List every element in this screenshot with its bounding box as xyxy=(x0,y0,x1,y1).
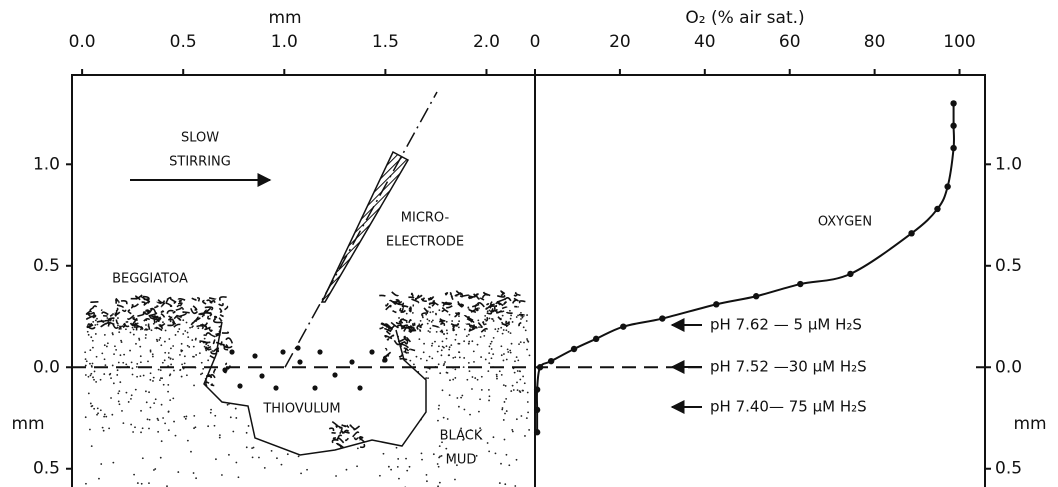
bacterial-mat xyxy=(87,295,228,331)
annotation: SLOW xyxy=(181,131,219,146)
thiovulum-cell xyxy=(237,383,242,388)
profile-line xyxy=(537,103,954,432)
data-point xyxy=(753,293,759,299)
annotation: ELECTRODE xyxy=(386,235,464,250)
data-point xyxy=(659,315,665,321)
x-tick-label: 0 xyxy=(530,32,541,52)
figure: mm O₂ (% air sat.) mm mm 0.0 0.5 1.0 1.5 2.0… xyxy=(0,0,1058,487)
x-tick-label: 0.0 xyxy=(69,32,96,52)
data-point xyxy=(593,336,599,342)
y-tick-label: 0.5 xyxy=(995,256,1022,276)
thiovulum-cell xyxy=(259,373,264,378)
data-point xyxy=(797,281,803,287)
electrode xyxy=(322,152,408,302)
y-tick-label: 0.0 xyxy=(33,357,60,377)
y-tick-label: 1.0 xyxy=(33,154,60,174)
data-point xyxy=(713,301,719,307)
data-point xyxy=(534,429,540,435)
annotation: MUD xyxy=(446,453,477,468)
data-point xyxy=(950,123,956,129)
data-point xyxy=(908,230,914,236)
data-point xyxy=(950,100,956,106)
thiovulum-cell xyxy=(229,349,234,354)
x-tick-label: 60 xyxy=(779,32,801,52)
data-point xyxy=(534,407,540,413)
thiovulum-cell xyxy=(280,349,285,354)
data-point xyxy=(537,364,543,370)
x-tick-label: 1.0 xyxy=(271,32,298,52)
x-tick-label: 0.5 xyxy=(170,32,197,52)
data-point xyxy=(548,358,554,364)
data-point xyxy=(620,323,626,329)
annotation: pH 7.40— 75 µM H₂S xyxy=(710,398,867,416)
thiovulum-cell xyxy=(317,349,322,354)
series-label: OXYGEN xyxy=(818,215,872,230)
annotation: BLACK xyxy=(440,429,483,444)
y-tick-label: 0.5 xyxy=(33,256,60,276)
thiovulum-cell xyxy=(382,357,387,362)
thiovulum-cell xyxy=(295,345,300,350)
thiovulum-cell xyxy=(297,359,302,364)
thiovulum-cell xyxy=(357,385,362,390)
annotation: MICRO- xyxy=(401,211,450,226)
thiovulum-cell xyxy=(349,359,354,364)
y-tick-label: 0.5 xyxy=(33,459,60,479)
thiovulum-cell xyxy=(369,349,374,354)
y-axis-title: mm xyxy=(1013,414,1046,434)
y-tick-label: 0.5 xyxy=(995,459,1022,479)
data-point xyxy=(950,145,956,151)
data-point xyxy=(847,271,853,277)
y-axis-title: mm xyxy=(11,414,44,434)
x-axis-title: mm xyxy=(268,8,301,28)
x-tick-label: 40 xyxy=(694,32,716,52)
thiovulum-cell xyxy=(312,385,317,390)
data-point xyxy=(571,346,577,352)
thiovulum-cell xyxy=(273,385,278,390)
x-tick-label: 1.5 xyxy=(372,32,399,52)
data-point xyxy=(944,183,950,189)
annotation: pH 7.62 — 5 µM H₂S xyxy=(710,316,862,334)
y-tick-label: 1.0 xyxy=(995,154,1022,174)
x-tick-label: 2.0 xyxy=(473,32,500,52)
thiovulum-cell xyxy=(222,367,227,372)
x-tick-label: 20 xyxy=(609,32,631,52)
annotation: BEGGIATOA xyxy=(112,272,188,287)
y-tick-label: 0.0 xyxy=(995,357,1022,377)
thiovulum-cell xyxy=(332,372,337,377)
x-tick-label: 100 xyxy=(943,32,975,52)
annotation: THIOVULUM xyxy=(262,402,340,417)
thiovulum-cell xyxy=(252,353,257,358)
x-tick-label: 80 xyxy=(864,32,886,52)
annotation: STIRRING xyxy=(169,155,231,170)
annotation: pH 7.52 —30 µM H₂S xyxy=(710,358,867,376)
data-point xyxy=(534,386,540,392)
x-axis-title: O₂ (% air sat.) xyxy=(685,8,804,28)
data-point xyxy=(934,206,940,212)
bacterial-mat xyxy=(379,319,416,361)
